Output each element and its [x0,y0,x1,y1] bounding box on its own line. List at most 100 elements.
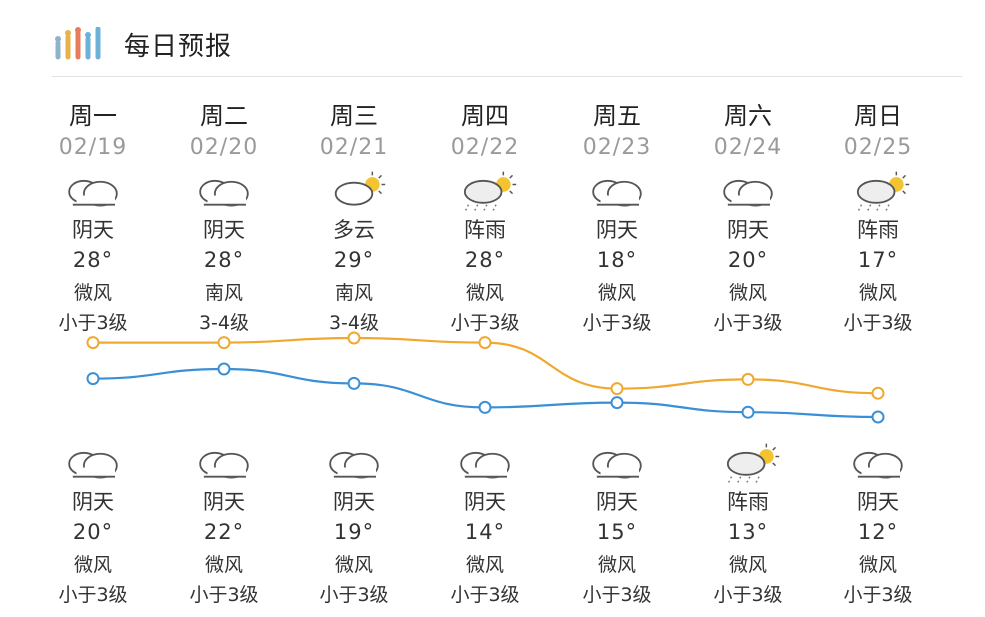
day-wind-level: 3-4级 [198,312,250,334]
high-temp: 17° [857,248,899,272]
night-condition: 阴天 [596,490,638,514]
day-date: 02/21 [319,135,389,160]
high-temp-point [871,386,885,400]
low-temp: 14° [464,520,506,544]
night-condition: 阴天 [72,490,114,514]
day-date: 02/23 [582,135,652,160]
night-condition: 阵雨 [727,490,769,514]
night-wind-level: 小于3级 [319,584,389,606]
overcast-icon [552,440,682,484]
night-wind-level: 小于3级 [450,584,520,606]
low-temp: 19° [333,520,375,544]
day-wind-level: 小于3级 [713,312,783,334]
low-temp-point [347,376,361,390]
day-wind-direction: 微风 [465,282,504,304]
low-temp-point [478,400,492,414]
high-temp-point [86,336,100,350]
day-name: 周四 [461,102,509,130]
day-condition: 多云 [333,218,375,242]
forecast-night-bottom: 阴天 20° 微风 小于3级 [28,432,158,607]
overcast-icon [159,168,289,212]
forecast-day-top: 周三 02/21 多云 29° 南风 3-4级 [289,96,419,335]
day-name: 周一 [69,102,117,130]
day-condition: 阴天 [727,218,769,242]
overcast-icon [289,440,419,484]
low-temp-point [610,396,624,410]
overcast-icon [683,168,813,212]
low-temp-point [741,405,755,419]
low-temp-point [871,410,885,424]
high-temp: 28° [72,248,114,272]
night-condition: 阴天 [203,490,245,514]
shower-icon [420,168,550,212]
high-temp-point [347,331,361,345]
low-temp: 13° [727,520,769,544]
high-temp-point [741,372,755,386]
night-condition: 阴天 [333,490,375,514]
day-condition: 阴天 [203,218,245,242]
header-divider [52,76,962,77]
day-condition: 阵雨 [857,218,899,242]
night-wind-direction: 微风 [73,554,112,576]
forecast-day-top: 周五 02/23 阴天 18° 微风 小于3级 [552,96,682,335]
day-condition: 阴天 [596,218,638,242]
day-name: 周日 [854,102,902,130]
overcast-icon [420,440,550,484]
forecast-day-top: 周日 02/25 阵雨 17° 微风 小于3级 [813,96,943,335]
forecast-night-bottom: 阴天 14° 微风 小于3级 [420,432,550,607]
high-temp: 28° [464,248,506,272]
overcast-icon [552,168,682,212]
day-name: 周五 [593,102,641,130]
page-title: 每日预报 [124,31,233,62]
forecast-night-bottom: 阴天 12° 微风 小于3级 [813,432,943,607]
forecast-day-top: 周一 02/19 阴天 28° 微风 小于3级 [28,96,158,335]
day-wind-level: 小于3级 [58,312,128,334]
day-date: 02/20 [189,135,259,160]
shower-icon [683,440,813,484]
day-date: 02/25 [843,135,913,160]
day-wind-level: 小于3级 [843,312,913,334]
day-name: 周三 [330,102,378,130]
high-temp: 29° [333,248,375,272]
night-wind-direction: 微风 [465,554,504,576]
day-wind-level: 3-4级 [328,312,380,334]
day-wind-direction: 南风 [204,282,243,304]
day-wind-direction: 南风 [334,282,373,304]
night-condition: 阴天 [857,490,899,514]
night-wind-level: 小于3级 [713,584,783,606]
bar-signal-icon [55,27,101,60]
high-temp-point [478,336,492,350]
overcast-icon [28,168,158,212]
night-wind-level: 小于3级 [189,584,259,606]
night-wind-direction: 微风 [728,554,767,576]
night-wind-level: 小于3级 [58,584,128,606]
low-temp: 20° [72,520,114,544]
night-wind-level: 小于3级 [843,584,913,606]
forecast-day-top: 周二 02/20 阴天 28° 南风 3-4级 [159,96,289,335]
overcast-icon [28,440,158,484]
forecast-night-bottom: 阵雨 13° 微风 小于3级 [683,432,813,607]
partly-cloudy-icon [289,168,419,212]
night-wind-direction: 微风 [334,554,373,576]
high-temp-point [610,382,624,396]
day-name: 周六 [724,102,772,130]
day-wind-level: 小于3级 [582,312,652,334]
day-wind-direction: 微风 [597,282,636,304]
high-temp: 28° [203,248,245,272]
overcast-icon [813,440,943,484]
low-temp-point [86,372,100,386]
forecast-day-top: 周四 02/22 阵雨 28° 微风 小于3级 [420,96,550,335]
day-wind-direction: 微风 [858,282,897,304]
panel-header: 每日预报 [52,22,232,66]
day-date: 02/19 [58,135,128,160]
night-condition: 阴天 [464,490,506,514]
night-wind-direction: 微风 [858,554,897,576]
low-temp-point [217,362,231,376]
forecast-day-top: 周六 02/24 阴天 20° 微风 小于3级 [683,96,813,335]
low-temp: 12° [857,520,899,544]
low-temp: 22° [203,520,245,544]
day-wind-level: 小于3级 [450,312,520,334]
shower-icon [813,168,943,212]
high-temp: 18° [596,248,638,272]
